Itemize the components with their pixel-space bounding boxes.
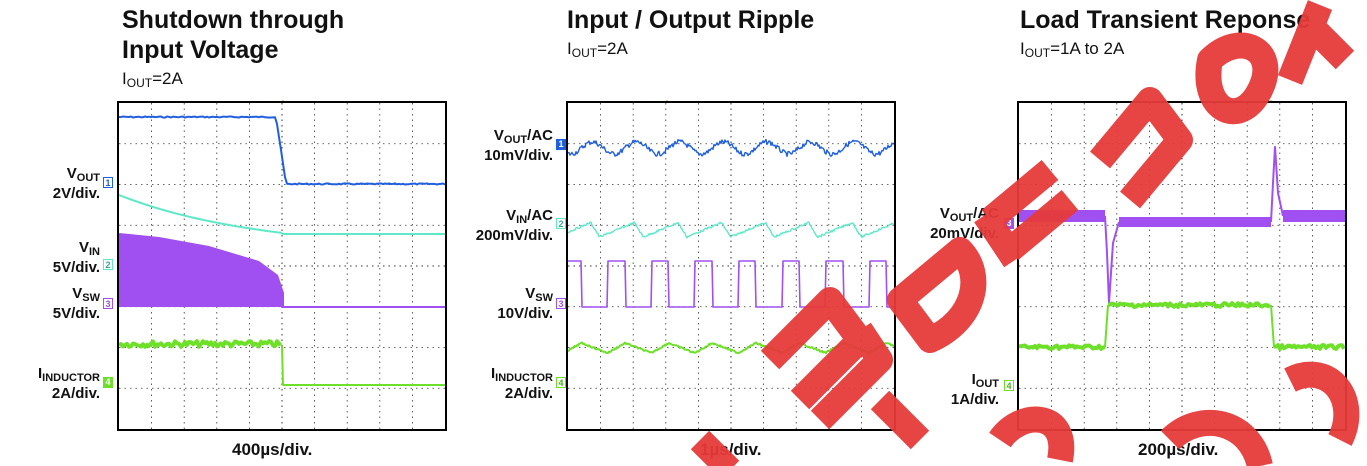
chart3-trace-iout-1a-b bbox=[1273, 343, 1345, 351]
chart3-trace-iout-2a bbox=[1107, 301, 1272, 309]
chart2-marker-2: 2 bbox=[556, 218, 566, 229]
chart3-trace-vout-ac-seg3 bbox=[1283, 210, 1345, 222]
chart2-trace-vout-ac bbox=[568, 138, 894, 157]
chart3-trace-vout-ac-seg2 bbox=[1119, 217, 1271, 227]
chart1-trace-iinductor-off bbox=[281, 345, 445, 386]
chart1-trace-vsw-envelope bbox=[119, 233, 284, 307]
chart1-condition: IOUT=2A bbox=[122, 69, 183, 91]
scope-grid bbox=[1019, 103, 1345, 429]
chart2-timebase: 1µs/div. bbox=[700, 440, 762, 459]
chart3-condition: IOUT=1A to 2A bbox=[1020, 39, 1125, 61]
chart1-timebase: 400µs/div. bbox=[232, 440, 313, 459]
chart1-title-line2: Input Voltage bbox=[122, 36, 279, 64]
chart1-marker-1: 1 bbox=[103, 177, 113, 188]
chart1-trace-vout bbox=[119, 115, 445, 186]
chart3-marker-3: 3 bbox=[1004, 218, 1014, 229]
chart2-marker-1: 1 bbox=[556, 139, 566, 150]
chart2-label-vout: VOUT/AC 10mV/div. bbox=[484, 127, 553, 164]
chart2-marker-4: 4 bbox=[556, 377, 566, 388]
chart2-label-iinductor: IINDUCTOR 2A/div. bbox=[490, 365, 553, 402]
chart2-trace-vsw bbox=[568, 260, 894, 308]
scope-grid bbox=[568, 103, 894, 429]
chart1-title-line1: Shutdown through bbox=[122, 6, 345, 34]
chart1-label-vout: VOUT 2V/div. bbox=[52, 165, 100, 202]
chart2-label-vsw: VSW 10V/div. bbox=[497, 285, 553, 322]
chart3-trace-vout-overshoot bbox=[1270, 146, 1284, 223]
chart1-label-vsw: VSW 5V/div. bbox=[52, 285, 100, 322]
chart3-label-iout: IOUT 1A/div. bbox=[950, 371, 999, 408]
chart2-trace-vin-ac bbox=[568, 221, 894, 239]
chart3-trace-iout-fall bbox=[1270, 304, 1275, 348]
chart1-trace-iinductor-on bbox=[119, 339, 283, 349]
chart3-title: Load Transient Reponse bbox=[1020, 6, 1311, 34]
chart2-scope-screen bbox=[566, 101, 896, 431]
chart2-marker-3: 3 bbox=[556, 298, 566, 309]
chart3-trace-iout-rise bbox=[1104, 304, 1109, 348]
chart1-label-vin: VIN 5V/div. bbox=[52, 239, 100, 276]
chart1-marker-2: 2 bbox=[103, 259, 113, 270]
chart3-label-vout: VOUT/AC 20mV/div. bbox=[930, 205, 999, 242]
chart1-marker-4: 4 bbox=[103, 377, 113, 388]
chart1-marker-3: 3 bbox=[103, 298, 113, 309]
chart3-timebase: 200µs/div. bbox=[1138, 440, 1219, 459]
chart1-trace-vin bbox=[119, 194, 445, 235]
chart3-marker-4: 4 bbox=[1004, 380, 1014, 391]
chart3-trace-iout-1a-a bbox=[1019, 343, 1106, 351]
chart2-label-vin: VIN/AC 200mV/div. bbox=[475, 207, 553, 244]
chart3-scope-screen bbox=[1017, 101, 1347, 431]
chart1-scope-screen bbox=[117, 101, 447, 431]
chart3-trace-vout-ac-seg1 bbox=[1019, 210, 1105, 222]
chart2-title: Input / Output Ripple bbox=[567, 6, 815, 34]
chart3-trace-vout-undershoot bbox=[1104, 215, 1120, 304]
chart1-label-iinductor: IINDUCTOR 2A/div. bbox=[37, 365, 100, 402]
chart2-condition: IOUT=2A bbox=[567, 39, 628, 61]
